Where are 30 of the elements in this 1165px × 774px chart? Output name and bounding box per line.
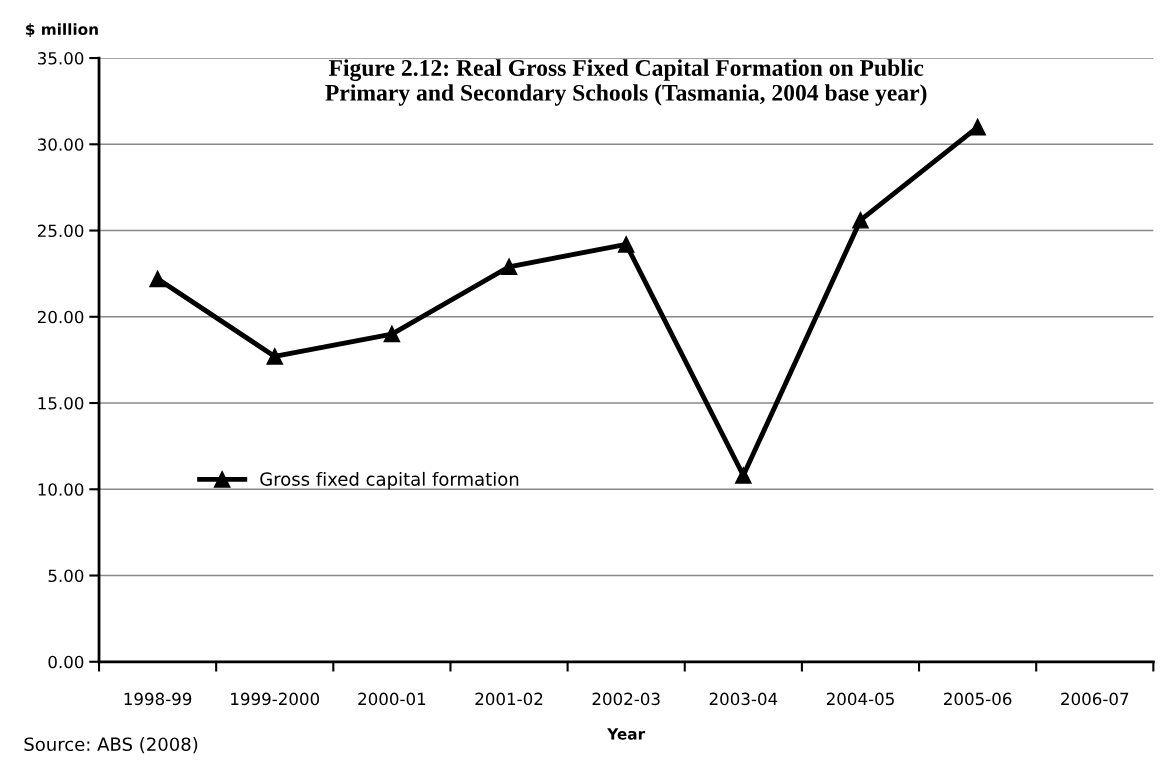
point xyxy=(617,236,635,253)
source-note: Source: ABS (2008) xyxy=(24,737,198,754)
y-tick-label: 35.00 xyxy=(38,52,84,65)
x-tick-label: 2005-06 xyxy=(944,692,1012,706)
text: Figure 2.12: Real Gross Fixed Capital Formation on Public Primary and Secondary Schools (Tasmania, 2004 base year) xyxy=(325,59,927,106)
legend-label: Gross fixed capital formation xyxy=(260,471,519,490)
y-tick-label: 5.00 xyxy=(48,569,84,583)
y-tick-label: 0.00 xyxy=(48,655,84,669)
y-axis-title: $ million xyxy=(26,23,98,38)
point xyxy=(149,270,166,288)
y-tick-label: 25.00 xyxy=(37,224,84,238)
x-tick-label: 2000-01 xyxy=(358,692,426,706)
point xyxy=(735,467,752,484)
x-tick-label: 1999-2000 xyxy=(231,692,320,706)
y-tick-label: 30.00 xyxy=(38,138,84,151)
x-tick-label: 2002-03 xyxy=(592,692,660,706)
y-tick-label: 15.00 xyxy=(38,397,84,410)
x-tick-label: 2004-05 xyxy=(826,692,894,706)
y-tick-label: 20.00 xyxy=(37,310,84,324)
x-tick-label: 2003-04 xyxy=(709,692,778,706)
point xyxy=(852,211,869,229)
x-tick-label: 2006-07 xyxy=(1061,692,1129,706)
point xyxy=(383,325,401,343)
point xyxy=(969,118,986,136)
point xyxy=(500,258,518,276)
x-tick-label: 1998-99 xyxy=(124,692,192,706)
point xyxy=(266,348,284,365)
x-axis-title: Year xyxy=(607,728,646,740)
x-tick-label: 2001-02 xyxy=(475,692,543,706)
y-tick-label: 10.00 xyxy=(38,483,84,496)
